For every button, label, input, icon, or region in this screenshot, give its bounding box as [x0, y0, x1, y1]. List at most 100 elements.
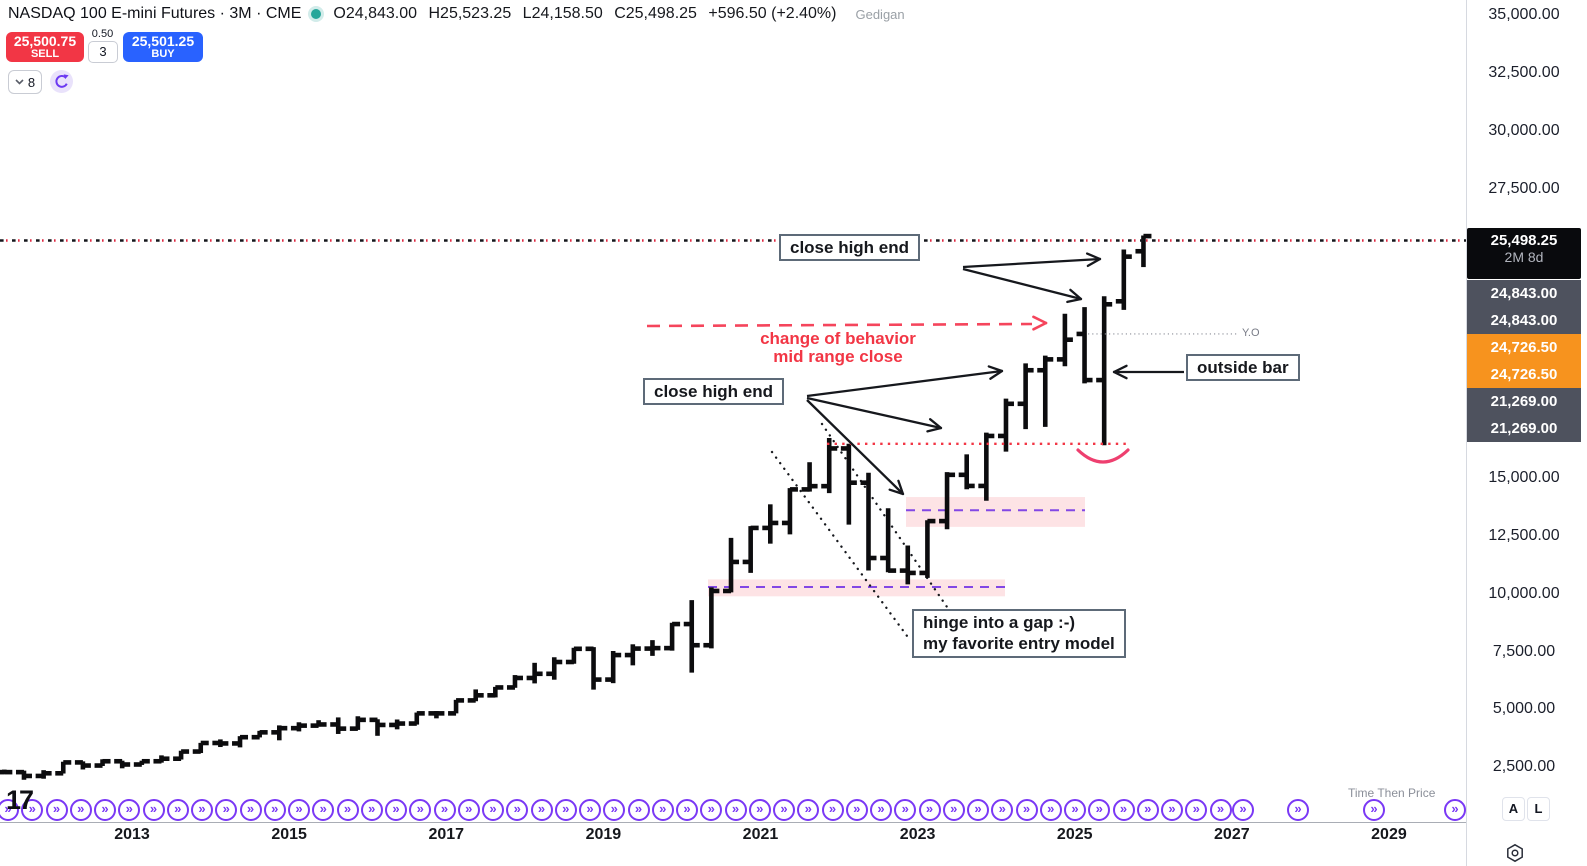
fast-forward-marker-icon[interactable]: »	[1136, 799, 1159, 821]
arrowhead	[987, 365, 1004, 373]
fast-forward-marker-icon[interactable]: »	[336, 799, 359, 821]
price-level-label: 24,726.50	[1467, 361, 1581, 388]
fast-forward-marker-icon[interactable]: »	[215, 799, 238, 821]
symbol-title[interactable]: NASDAQ 100 E-mini Futures · 3M · CME	[8, 5, 302, 22]
ohlc-bar	[585, 646, 602, 690]
fast-forward-marker-icon[interactable]: »	[676, 799, 698, 821]
fast-forward-marker-icon[interactable]: »	[94, 799, 116, 821]
fast-forward-marker-icon[interactable]: »	[1039, 799, 1062, 821]
fast-forward-marker-icon[interactable]: »	[967, 799, 989, 821]
fast-forward-marker-icon[interactable]: »	[724, 799, 747, 821]
fast-forward-marker-icon[interactable]: »	[288, 799, 310, 821]
high-value: H25,523.25	[428, 5, 512, 22]
fast-forward-marker-icon[interactable]: »	[748, 799, 771, 821]
indicator-name: Time Then Price	[1348, 786, 1436, 800]
instrument-dropdown[interactable]: 8	[8, 70, 42, 94]
fast-forward-marker-icon[interactable]: »	[360, 799, 383, 821]
fast-forward-marker-icon[interactable]: »	[191, 799, 213, 821]
ohlc-bar	[1056, 313, 1073, 367]
fast-forward-marker-icon[interactable]: »	[651, 799, 674, 821]
fast-forward-marker-icon[interactable]: »	[530, 799, 553, 821]
sell-label: SELL	[30, 47, 60, 60]
year-label: 2023	[899, 826, 936, 843]
fast-forward-marker-icon[interactable]: »	[627, 799, 650, 821]
fast-forward-marker-icon[interactable]: »	[773, 799, 795, 821]
ohlc-bar	[114, 758, 131, 769]
fast-forward-marker-icon[interactable]: »	[554, 799, 577, 821]
annotation-arrow	[962, 257, 1101, 269]
log-scale-button[interactable]: L	[1527, 797, 1550, 821]
ohlc-bar	[899, 545, 916, 585]
fast-forward-marker-icon[interactable]: »	[918, 799, 941, 821]
price-axis-border	[1466, 0, 1467, 866]
price-tick-label: 35,000.00	[1488, 6, 1560, 24]
fast-forward-marker-icon[interactable]: »	[870, 799, 892, 821]
ohlc-bar	[389, 719, 406, 730]
fast-forward-marker-icon[interactable]: »	[1287, 799, 1309, 821]
annotation-arrow	[806, 396, 942, 430]
fast-forward-marker-icon[interactable]: »	[166, 799, 189, 821]
fast-forward-marker-icon[interactable]: »	[482, 799, 504, 821]
fast-forward-marker-icon[interactable]: »	[1363, 799, 1385, 821]
fast-forward-marker-icon[interactable]: »	[991, 799, 1014, 821]
price-tick-label: 30,000.00	[1488, 121, 1560, 139]
spread-value: 0.50	[91, 28, 114, 40]
ohlc-bar	[821, 438, 838, 494]
settings-button[interactable]	[1505, 843, 1525, 866]
ohlc-bar	[723, 537, 740, 594]
fast-forward-marker-icon[interactable]: »	[45, 799, 68, 821]
ohlc-bar	[919, 518, 936, 578]
price-tick-label: 10,000.00	[1488, 584, 1560, 602]
fast-forward-marker-icon[interactable]: »	[1112, 799, 1135, 821]
author-watermark: Gedigan	[855, 6, 905, 22]
fast-forward-marker-icon[interactable]: »	[433, 799, 456, 821]
fast-forward-marker-icon[interactable]: »	[506, 799, 529, 821]
price-level-label: 24,726.50	[1467, 334, 1581, 361]
fast-forward-marker-icon[interactable]: »	[1232, 799, 1254, 821]
fast-forward-marker-icon[interactable]: »	[894, 799, 917, 821]
fast-forward-marker-icon[interactable]: »	[942, 799, 965, 821]
fast-forward-marker-icon[interactable]: »	[1444, 799, 1466, 821]
fast-forward-marker-icon[interactable]: »	[263, 799, 286, 821]
buy-button[interactable]: 25,501.25 BUY	[123, 32, 203, 62]
fast-forward-marker-icon[interactable]: »	[21, 799, 44, 821]
fast-forward-marker-icon[interactable]: »	[118, 799, 141, 821]
fast-forward-marker-icon[interactable]: »	[579, 799, 601, 821]
fast-forward-marker-icon[interactable]: »	[797, 799, 820, 821]
fast-forward-marker-icon[interactable]: »	[239, 799, 262, 821]
fast-forward-marker-icon[interactable]: »	[1015, 799, 1038, 821]
arrowhead	[1069, 288, 1083, 301]
fast-forward-marker-icon[interactable]: »	[1088, 799, 1111, 821]
fast-forward-marker-icon[interactable]: »	[845, 799, 868, 821]
fast-forward-marker-icon[interactable]: »	[385, 799, 407, 821]
fast-forward-marker-icon[interactable]: »	[821, 799, 844, 821]
quantity-box[interactable]: 3	[88, 41, 118, 63]
fast-forward-marker-icon[interactable]: »	[312, 799, 335, 821]
sell-button[interactable]: 25,500.75 SELL	[6, 32, 84, 62]
fast-forward-marker-icon[interactable]: »	[1064, 799, 1086, 821]
fast-forward-marker-icon[interactable]: »	[1161, 799, 1183, 821]
fast-forward-marker-icon[interactable]: »	[1209, 799, 1232, 821]
sync-button[interactable]	[50, 70, 73, 93]
fast-forward-marker-icon[interactable]: »	[1185, 799, 1208, 821]
fast-forward-marker-icon[interactable]: »	[457, 799, 480, 821]
fast-forward-marker-icon[interactable]: »	[409, 799, 432, 821]
fast-forward-marker-icon[interactable]: »	[69, 799, 92, 821]
ohlc-bar	[153, 755, 170, 764]
arrowhead	[1032, 321, 1048, 331]
year-label: 2015	[271, 826, 307, 843]
arrowhead	[928, 418, 943, 430]
auto-scale-button[interactable]: A	[1502, 797, 1525, 821]
price-tick-label: 5,000.00	[1492, 700, 1556, 718]
highlight-zone	[906, 497, 1085, 527]
fast-forward-marker-icon[interactable]: »	[603, 799, 626, 821]
ohlc-bar	[801, 462, 818, 492]
arrowhead	[1086, 257, 1102, 268]
fast-forward-marker-icon[interactable]: »	[700, 799, 723, 821]
ohlc-bar	[290, 722, 307, 732]
arrowhead	[1112, 364, 1128, 374]
fast-forward-marker-icon[interactable]: »	[142, 799, 165, 821]
price-chart[interactable]	[0, 0, 1466, 822]
ohlc-bar	[939, 472, 956, 530]
fast-forward-marker-icon[interactable]: »	[0, 799, 19, 821]
